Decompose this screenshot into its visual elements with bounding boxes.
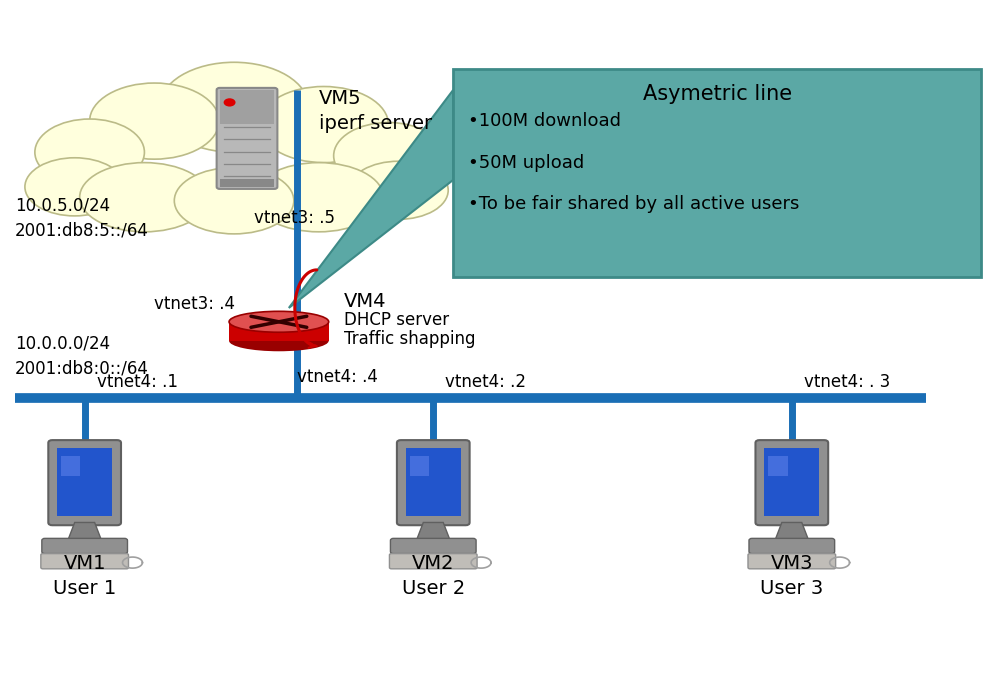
Ellipse shape [349, 161, 448, 219]
FancyBboxPatch shape [62, 455, 81, 476]
Text: vtnet3: .5: vtnet3: .5 [254, 209, 335, 227]
FancyBboxPatch shape [748, 554, 836, 569]
Ellipse shape [174, 167, 294, 234]
Ellipse shape [159, 62, 309, 152]
Ellipse shape [334, 122, 443, 189]
Circle shape [223, 98, 236, 107]
Text: Asymetric line: Asymetric line [642, 84, 792, 104]
FancyBboxPatch shape [219, 179, 275, 187]
FancyBboxPatch shape [769, 455, 788, 476]
Ellipse shape [259, 86, 388, 163]
Text: VM4: VM4 [344, 291, 386, 311]
FancyBboxPatch shape [453, 69, 981, 277]
FancyBboxPatch shape [42, 538, 127, 554]
Ellipse shape [25, 158, 125, 216]
Polygon shape [289, 90, 453, 308]
FancyBboxPatch shape [389, 554, 477, 569]
Ellipse shape [90, 83, 219, 159]
Text: •100M download: •100M download [468, 112, 622, 130]
FancyBboxPatch shape [48, 440, 122, 525]
Ellipse shape [229, 330, 329, 352]
FancyBboxPatch shape [396, 440, 470, 525]
Text: vtnet4: .1: vtnet4: .1 [97, 373, 177, 391]
Text: VM1
User 1: VM1 User 1 [53, 554, 117, 598]
FancyBboxPatch shape [406, 448, 460, 516]
FancyBboxPatch shape [390, 538, 476, 554]
Text: vtnet4: .2: vtnet4: .2 [445, 373, 526, 391]
FancyBboxPatch shape [217, 88, 277, 189]
Text: DHCP server: DHCP server [344, 311, 449, 329]
Text: VM5
iperf server: VM5 iperf server [319, 89, 432, 133]
FancyBboxPatch shape [756, 440, 829, 525]
Text: vtnet4: . 3: vtnet4: . 3 [804, 373, 890, 391]
Polygon shape [415, 522, 451, 543]
Polygon shape [774, 522, 810, 543]
FancyBboxPatch shape [219, 90, 275, 124]
Ellipse shape [229, 311, 329, 332]
FancyBboxPatch shape [749, 538, 835, 554]
Text: vtnet3: .4: vtnet3: .4 [154, 295, 235, 313]
Text: •To be fair shared by all active users: •To be fair shared by all active users [468, 195, 800, 213]
Text: Traffic shapping: Traffic shapping [344, 330, 475, 348]
FancyBboxPatch shape [41, 554, 128, 569]
Ellipse shape [254, 163, 383, 232]
Text: •50M upload: •50M upload [468, 154, 585, 172]
FancyBboxPatch shape [58, 448, 113, 516]
Polygon shape [67, 522, 103, 543]
Ellipse shape [80, 163, 209, 232]
Text: vtnet4: .4: vtnet4: .4 [297, 368, 377, 386]
Bar [229, 322, 329, 340]
Text: 10.0.0.0/24
2001:db8:0::/64: 10.0.0.0/24 2001:db8:0::/64 [15, 335, 148, 378]
Text: VM2
User 2: VM2 User 2 [401, 554, 465, 598]
Text: VM3
User 3: VM3 User 3 [760, 554, 824, 598]
Ellipse shape [35, 119, 144, 185]
FancyBboxPatch shape [410, 455, 429, 476]
FancyBboxPatch shape [765, 448, 820, 516]
Text: 10.0.5.0/24
2001:db8:5::/64: 10.0.5.0/24 2001:db8:5::/64 [15, 197, 148, 239]
